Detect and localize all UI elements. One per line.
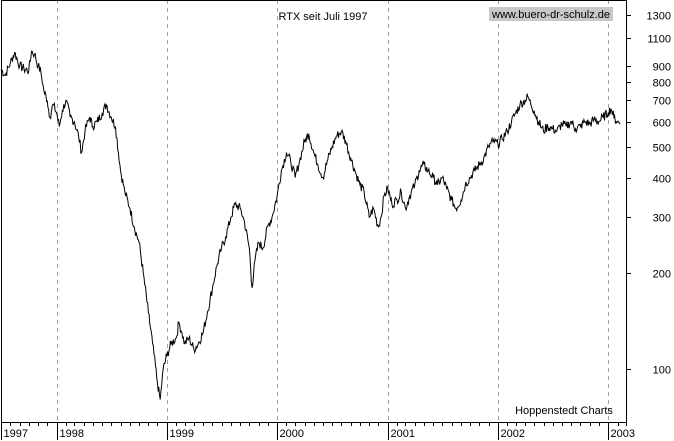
vertical-gridlines bbox=[1, 0, 609, 422]
x-tick-label: 2001 bbox=[391, 428, 415, 440]
y-tick-label: 600 bbox=[653, 118, 671, 130]
y-tick-label: 100 bbox=[653, 365, 671, 377]
x-tick-label: 1997 bbox=[4, 428, 28, 440]
y-tick-label: 800 bbox=[653, 78, 671, 90]
y-tick-label: 300 bbox=[653, 213, 671, 225]
y-tick-label: 1300 bbox=[647, 11, 671, 23]
x-tick-label: 1998 bbox=[60, 428, 84, 440]
x-tick-label: 2003 bbox=[611, 428, 635, 440]
rtx-series-line bbox=[0, 50, 621, 400]
y-tick-label: 1100 bbox=[647, 34, 671, 46]
x-tick-label: 2002 bbox=[501, 428, 525, 440]
y-tick-label: 900 bbox=[653, 62, 671, 74]
y-axis: 100 200 300 400 500 600 700 800 900 1100 1300 bbox=[626, 11, 671, 377]
plot-frame bbox=[1, 0, 627, 423]
chart-title: RTX seit Juli 1997 bbox=[278, 11, 367, 23]
watermark-background bbox=[489, 7, 613, 21]
source-label: Hoppenstedt Charts bbox=[515, 405, 613, 417]
y-tick-label: 500 bbox=[653, 143, 671, 155]
y-tick-label: 200 bbox=[653, 269, 671, 281]
x-tick-label: 2000 bbox=[280, 428, 304, 440]
x-axis: 1997 1998 1999 2000 2001 2002 2003 bbox=[1, 422, 635, 440]
y-tick-label: 700 bbox=[653, 96, 671, 108]
watermark-text: www.buero-dr-schulz.de bbox=[491, 9, 610, 21]
x-tick-label: 1999 bbox=[170, 428, 194, 440]
y-tick-label: 400 bbox=[653, 174, 671, 186]
